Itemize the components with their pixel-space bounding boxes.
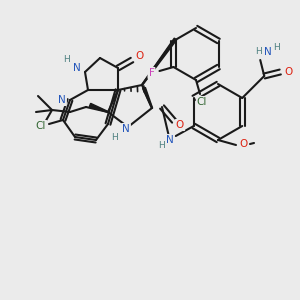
- Text: O: O: [239, 139, 247, 149]
- Text: N: N: [122, 124, 130, 134]
- Text: H: H: [273, 44, 280, 52]
- Text: H: H: [255, 47, 262, 56]
- Text: H: H: [64, 56, 70, 64]
- Text: H: H: [112, 133, 118, 142]
- Text: Cl: Cl: [36, 121, 46, 131]
- Text: N: N: [73, 63, 81, 73]
- Text: Cl: Cl: [197, 97, 207, 107]
- Text: N: N: [166, 135, 174, 145]
- Text: F: F: [148, 68, 154, 78]
- Text: N: N: [264, 47, 272, 57]
- Polygon shape: [89, 103, 108, 112]
- Polygon shape: [142, 87, 152, 108]
- Text: N: N: [58, 95, 66, 105]
- Text: O: O: [176, 120, 184, 130]
- Polygon shape: [142, 38, 177, 85]
- Text: O: O: [284, 67, 292, 77]
- Text: O: O: [136, 51, 144, 61]
- Text: H: H: [158, 142, 165, 151]
